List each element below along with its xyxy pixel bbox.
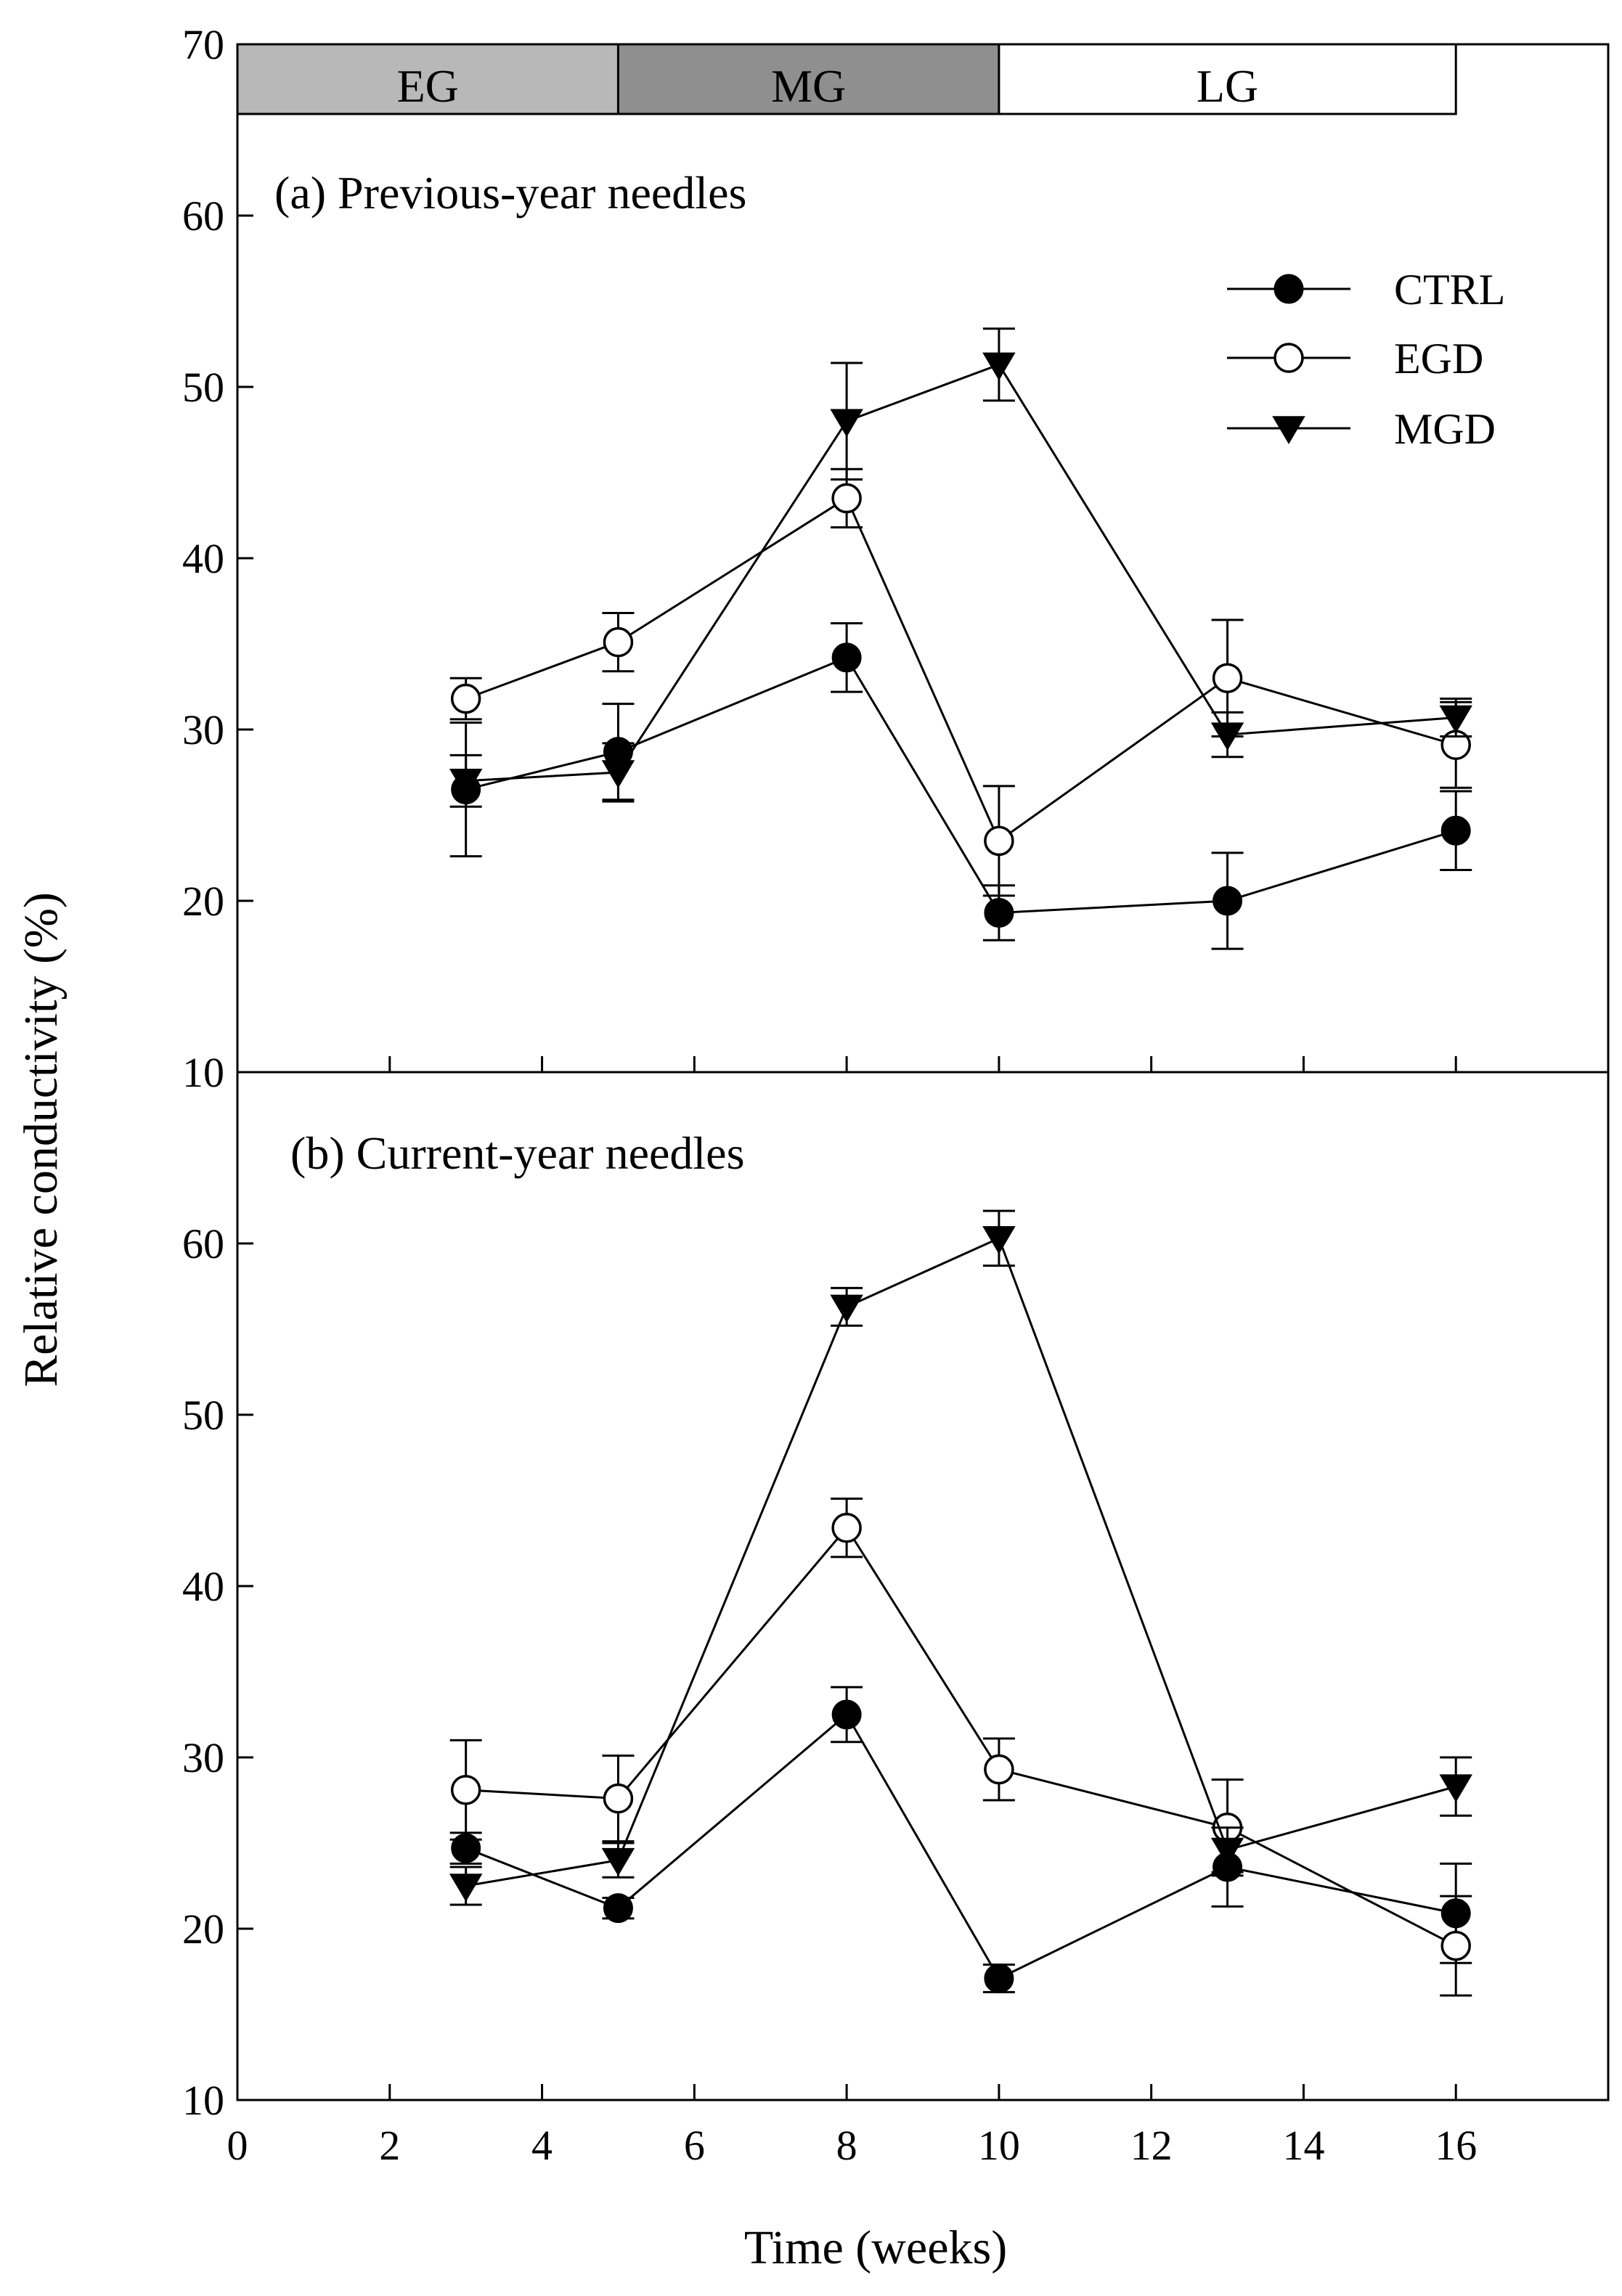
data-point-ctrl [831,1699,862,1730]
phase-band-mg [616,43,1000,115]
series-layer [449,327,1472,1997]
x-tick-label: 12 [1130,2122,1173,2169]
phase-label-lg: LG [1197,60,1258,112]
y-tick-label: 20 [182,1905,224,1953]
series-line-ctrl [465,655,1456,915]
y-tick-label: 40 [182,535,224,582]
panel-frame [236,1071,1610,2101]
y-tick-label: 20 [182,878,224,925]
data-point-mgd [1439,1774,1472,1803]
x-tick-label: 6 [684,2122,705,2169]
data-point-mgd [1210,722,1244,751]
data-point-mgd [601,760,635,788]
phase-band-eg [236,43,619,115]
y-tick-label: 60 [182,1220,224,1267]
data-point-egd [984,1754,1014,1785]
y-tick-label: 30 [182,706,224,753]
legend-marker-egd [1273,343,1304,373]
x-tick-label: 2 [379,2122,400,2169]
phase-label-mg: MG [771,60,846,112]
y-tick-label: 50 [182,364,224,411]
phase-label-eg: EG [397,60,459,112]
data-point-egd [1440,1930,1471,1961]
y-tick-label: 10 [182,1049,224,1096]
legend-marker-mgd [1272,416,1305,444]
data-point-mgd [830,409,863,438]
data-point-mgd [982,352,1016,381]
legend-marker-ctrl [1273,274,1304,304]
data-point-egd [603,1783,634,1814]
data-point-egd [831,483,862,514]
data-point-ctrl [831,642,862,673]
data-point-egd [450,683,481,714]
data-point-mgd [830,1294,863,1323]
series-line-mgd [465,363,1456,783]
x-tick-label: 8 [836,2122,857,2169]
x-tick-label: 4 [531,2122,553,2169]
y-tick-label: 30 [182,1734,224,1781]
y-axis-title: Relative conductivity (%) [15,892,68,1387]
x-tick-label: 10 [978,2122,1020,2169]
x-tick-label: 14 [1282,2122,1324,2169]
y-tick-label: 50 [182,1392,224,1439]
series-line-mgd [465,1236,1456,1887]
data-point-ctrl [984,898,1014,928]
series-line-ctrl [465,1712,1456,1980]
data-point-egd [1212,663,1243,693]
data-point-egd [831,1513,862,1543]
series-line-egd [465,1526,1456,1947]
y-tick-label: 70 [182,21,224,68]
y-tick-label: 60 [182,192,224,240]
data-point-ctrl [1213,886,1243,916]
data-point-ctrl [984,1963,1014,1993]
panel-label: (b) Current-year needles [290,1127,744,1179]
panel-label: (a) Previous-year needles [274,167,746,218]
data-point-egd [450,1775,481,1805]
legend-label-egd: EGD [1394,335,1483,383]
data-point-egd [603,626,634,658]
data-point-mgd [449,769,483,797]
legend-label-mgd: MGD [1394,405,1496,453]
data-point-egd [984,825,1014,857]
series-line-egd [465,497,1456,843]
axes-layer [236,43,1610,2101]
x-axis-title: Time (weeks) [744,2221,1007,2274]
legend-label-ctrl: CTRL [1394,266,1505,314]
data-point-mgd [1210,1837,1244,1866]
data-point-mgd [449,1874,483,1902]
y-tick-label: 10 [182,2077,224,2124]
y-tick-label: 40 [182,1563,224,1610]
x-tick-label: 0 [227,2122,248,2169]
data-point-mgd [982,1226,1016,1254]
legend: CTRL EGD MGD [1227,266,1505,453]
data-point-mgd [601,1847,635,1876]
x-tick-label: 16 [1435,2122,1477,2169]
data-point-ctrl [603,1893,633,1924]
data-point-mgd [1439,705,1472,734]
data-point-ctrl [1440,815,1471,846]
